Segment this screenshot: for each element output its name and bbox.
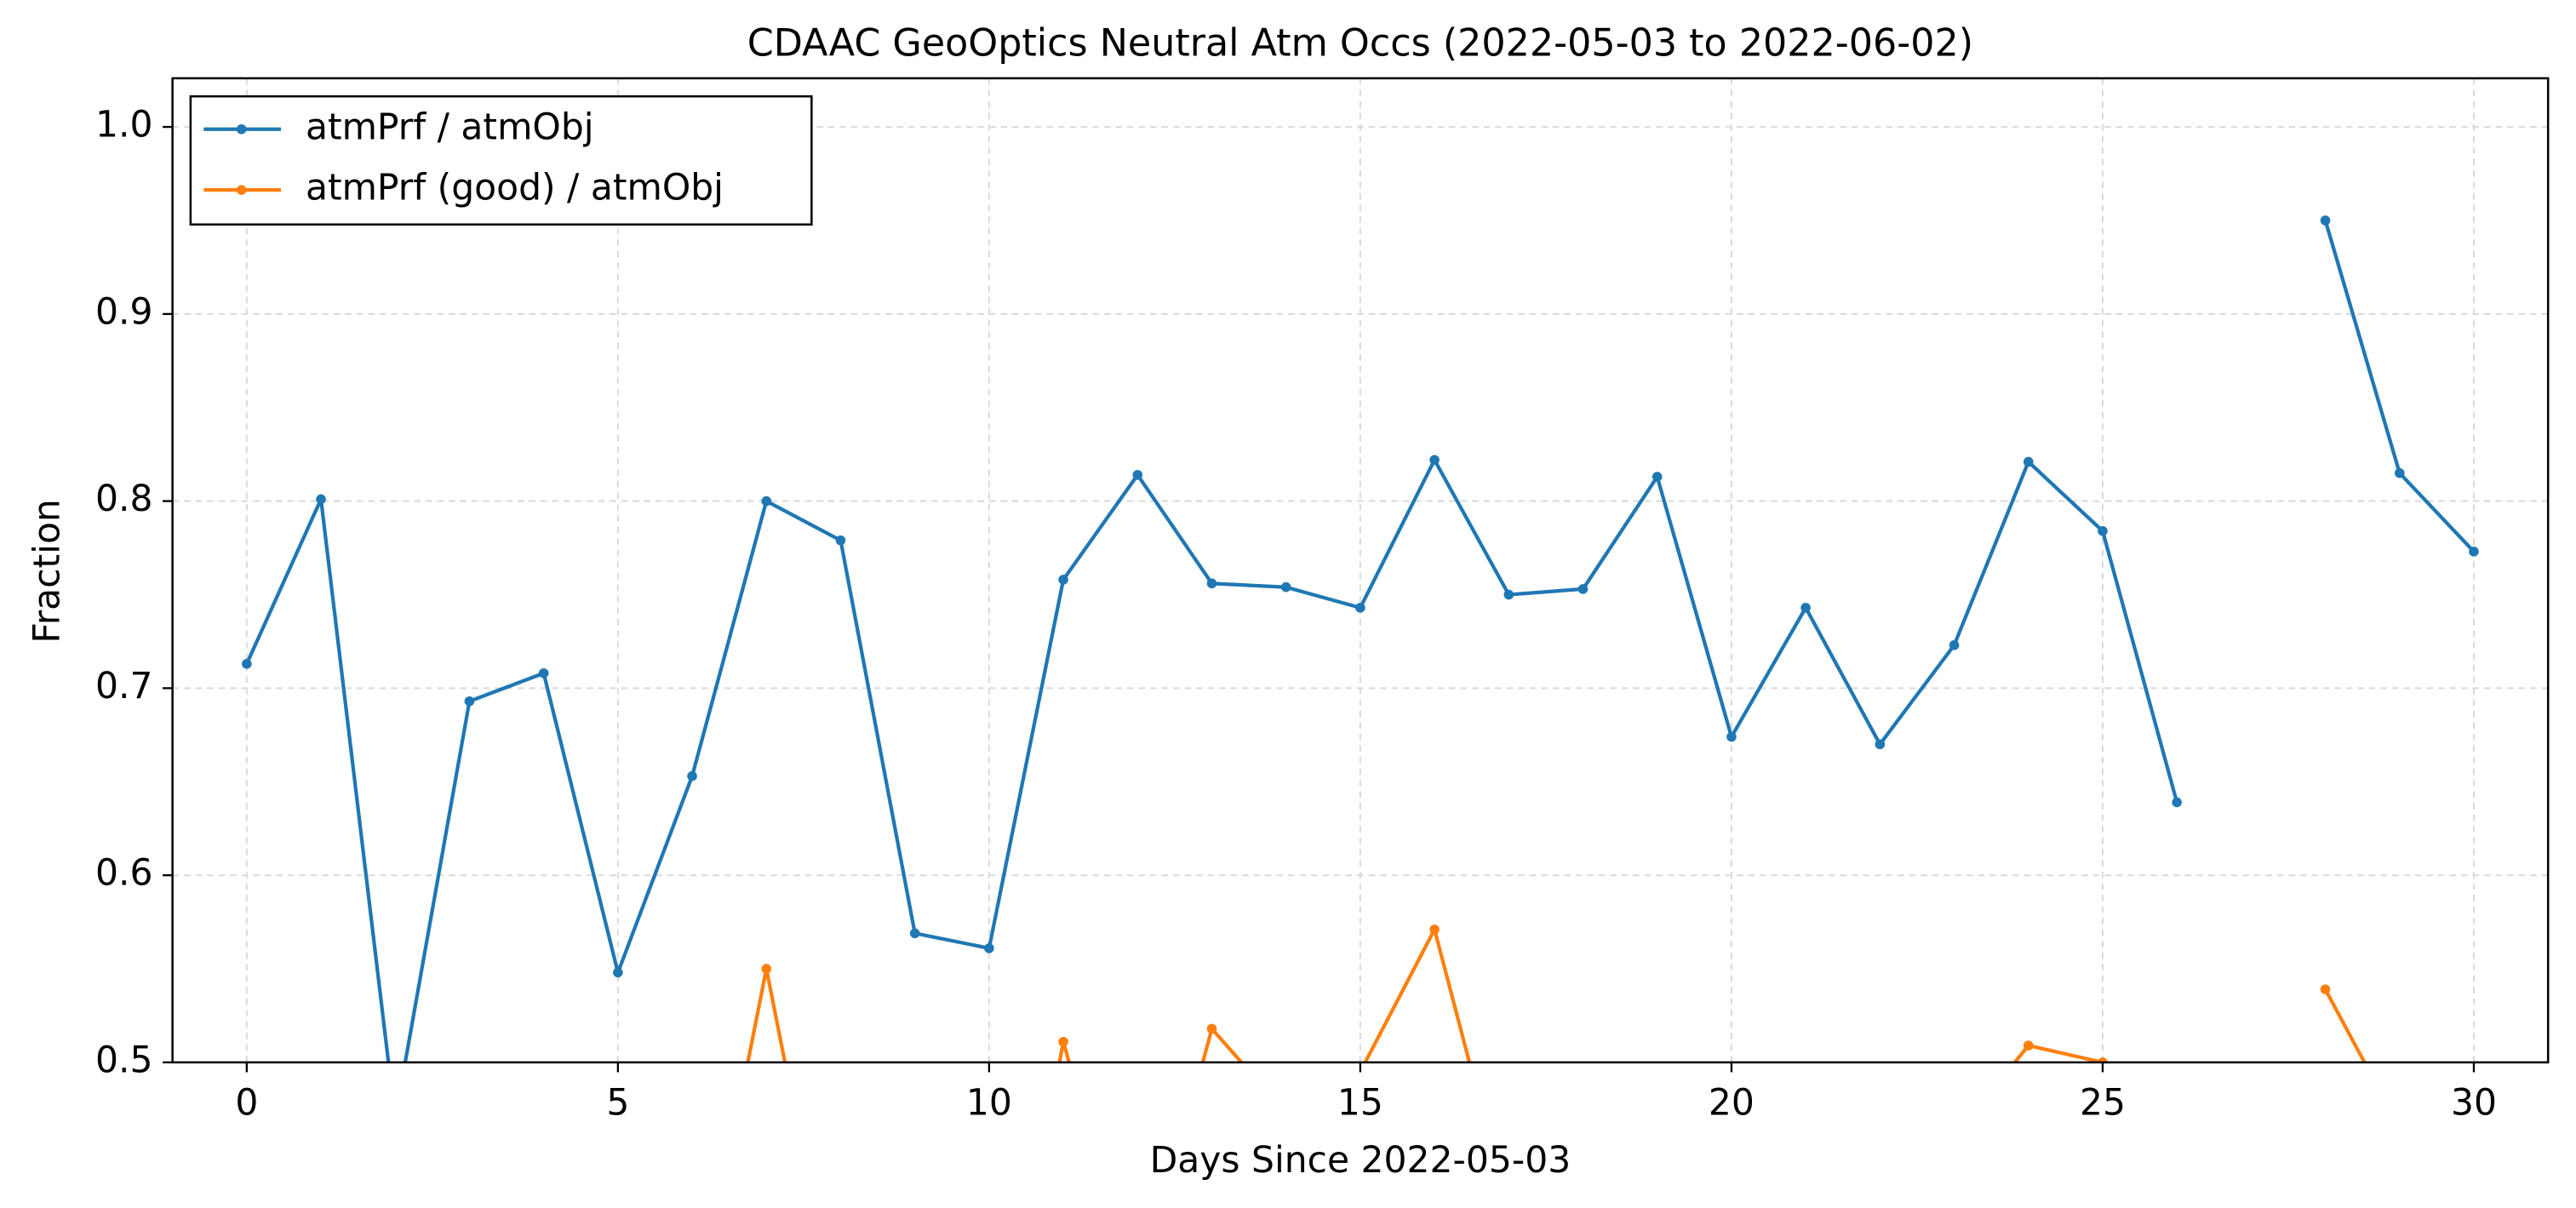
legend-box [189,94,813,226]
data-point [1800,603,1811,613]
x-tick-label: 20 [1709,1083,1755,1125]
x-tick-label: 30 [2451,1083,2497,1125]
data-point [538,668,549,678]
data-point [1058,1036,1068,1047]
plot-frame [171,77,2550,1064]
data-point [2172,797,2182,808]
data-point [1429,925,1440,935]
data-point [1875,739,1886,750]
data-point [1206,1023,1217,1034]
data-point [687,770,697,781]
data-point [2023,456,2034,467]
y-axis-label: Fraction [26,499,68,643]
data-point [1503,589,1514,600]
x-tick-label: 25 [2080,1083,2126,1125]
data-point [1058,575,1068,585]
plot-area [242,215,2479,1062]
x-tick-label: 5 [606,1083,629,1125]
data-point [1949,640,1960,650]
data-point [1206,578,1217,589]
data-point [1132,470,1143,480]
data-point [1280,581,1291,593]
y-tick-label: 0.7 [95,666,153,707]
data-point [909,928,920,939]
data-point [2023,1040,2034,1051]
chart-title: CDAAC GeoOptics Neutral Atm Occs (2022-0… [747,21,1973,65]
data-point [2320,215,2331,226]
legend-marker [236,185,247,195]
data-point [2394,467,2405,478]
data-point [1652,472,1663,482]
data-point [984,943,994,953]
data-point [761,964,772,974]
y-tick-label: 0.6 [95,853,153,895]
data-point [1429,455,1440,466]
data-point [613,967,623,978]
data-point [1577,584,1589,594]
y-tick-label: 0.5 [95,1039,153,1081]
x-axis-label: Days Since 2022-05-03 [1150,1140,1571,1182]
data-point [2320,984,2331,995]
legend-label: atmPrf / atmObj [306,106,594,148]
data-point [1355,603,1365,613]
legend-label: atmPrf (good) / atmObj [306,168,724,209]
y-tick-label: 0.8 [95,478,153,520]
data-point [835,535,846,546]
data-point [1726,731,1737,742]
data-point [2469,547,2479,557]
data-point [464,696,475,707]
data-point [316,494,326,505]
legend-marker [236,123,247,135]
x-tick-label: 15 [1337,1083,1383,1125]
data-point [2098,1057,2108,1062]
data-point [242,659,252,669]
data-point [761,495,772,507]
y-tick-label: 1.0 [95,105,153,146]
y-tick-label: 0.9 [95,291,153,333]
data-point [2098,525,2108,536]
x-tick-label: 0 [235,1083,258,1125]
x-tick-label: 10 [966,1083,1012,1125]
